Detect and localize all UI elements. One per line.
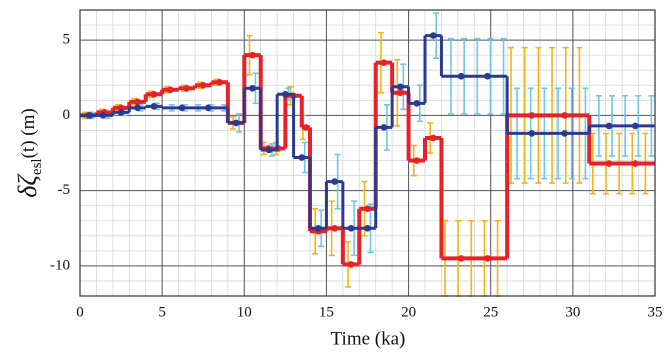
point [282, 90, 289, 98]
x-tick-label: 35 [648, 304, 663, 320]
point [413, 100, 421, 107]
point [397, 83, 404, 91]
point [380, 59, 388, 66]
y-axis-title: δζesl(t) (m) [13, 108, 45, 197]
point [134, 98, 141, 106]
point [178, 104, 186, 112]
point [302, 124, 310, 131]
point [429, 32, 437, 39]
point [331, 178, 338, 185]
point [484, 72, 491, 80]
series [80, 32, 655, 232]
point [204, 104, 212, 112]
point [216, 78, 223, 86]
point [364, 224, 371, 232]
point [150, 90, 158, 98]
point [631, 160, 639, 167]
point [265, 146, 273, 154]
point [183, 84, 191, 92]
point [380, 124, 388, 131]
point [232, 119, 240, 127]
point [167, 86, 174, 94]
point [429, 134, 437, 142]
point [561, 112, 568, 119]
y-tick-label: -5 [58, 182, 71, 198]
point [347, 261, 355, 268]
point [117, 104, 125, 112]
y-tick-label: 0 [63, 107, 71, 123]
point [631, 122, 639, 130]
point [150, 103, 158, 110]
x-tick-label: 15 [319, 304, 334, 320]
point [528, 130, 536, 137]
point [397, 89, 404, 97]
point [457, 255, 465, 262]
point [347, 224, 355, 232]
point [484, 255, 491, 262]
x-tick-label: 5 [158, 304, 166, 320]
point [528, 112, 536, 119]
x-tick-label: 25 [483, 304, 498, 320]
y-label-tail: (t) (m) [18, 108, 39, 158]
lines [80, 32, 655, 268]
point [605, 160, 613, 167]
x-tick-label: 0 [76, 304, 84, 320]
point [249, 51, 256, 59]
point [117, 109, 125, 116]
x-tick-label: 10 [237, 304, 252, 320]
point [199, 81, 207, 89]
point [99, 112, 107, 119]
point [298, 154, 306, 161]
point [86, 112, 94, 119]
point [249, 84, 256, 92]
y-tick-label: 5 [63, 32, 71, 48]
point [134, 104, 141, 112]
x-tick-label: 30 [565, 304, 580, 320]
point [605, 122, 613, 130]
point [331, 224, 338, 232]
point [314, 224, 322, 232]
point [457, 72, 465, 80]
plot-frame [79, 9, 656, 297]
y-label-sub: esl [29, 158, 45, 175]
point [413, 157, 421, 164]
point [364, 205, 371, 212]
y-label-main: δζ [13, 174, 42, 198]
x-tick-label: 20 [401, 304, 416, 320]
x-axis-title: Time (ka) [331, 328, 406, 349]
y-tick-label: -10 [50, 257, 70, 273]
point [561, 130, 568, 137]
